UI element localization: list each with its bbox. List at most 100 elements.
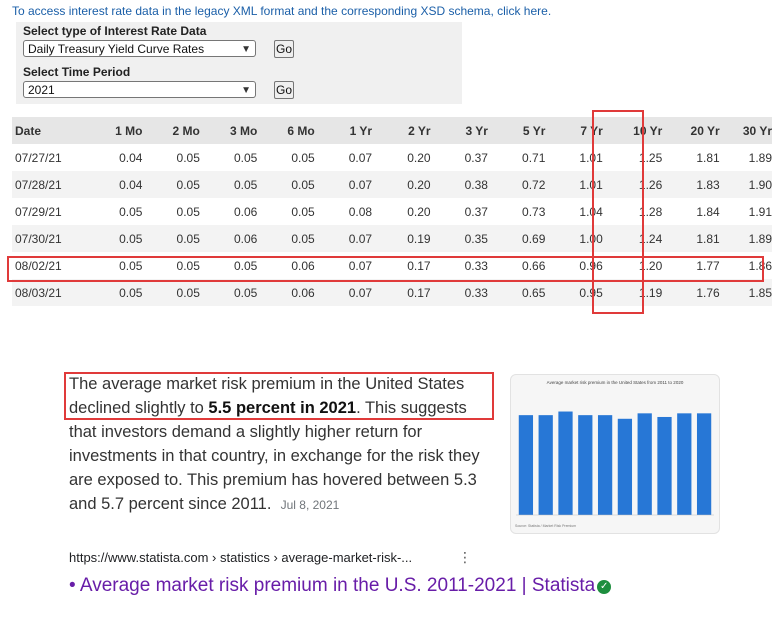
rate-cell: 0.05 [291, 204, 315, 219]
snippet-text-lead: The average market risk premium in the U… [69, 375, 465, 417]
rate-cell: 0.04 [81, 171, 143, 198]
xml-data-link[interactable]: To access interest rate data in the lega… [12, 4, 552, 18]
rate-cell: 0.35 [430, 225, 488, 252]
result-title-link[interactable]: • Average market risk premium in the U.S… [69, 575, 612, 597]
date-cell: 07/29/21 [15, 204, 62, 219]
rate-cell: 0.07 [348, 258, 373, 273]
rate-cell: 0.05 [199, 279, 258, 306]
rate-cell: 1.01 [579, 150, 603, 165]
rate-cell: 0.05 [81, 225, 143, 252]
result-title-text: • Average market risk premium in the U.S… [69, 575, 596, 596]
column-header: Date [12, 117, 82, 144]
rate-cell: 1.85 [719, 279, 772, 306]
column-header: 20 Yr [662, 117, 720, 144]
rate-cell: 0.72 [487, 171, 546, 198]
rate-cell: 0.20 [372, 171, 431, 198]
rate-cell: 1.81 [696, 150, 720, 165]
rate-cell: 1.90 [719, 171, 772, 198]
rate-cell: 0.33 [464, 258, 488, 273]
chevron-down-icon: ▼ [241, 44, 251, 55]
time-period-label: Select Time Period [23, 65, 131, 79]
column-header: 2 Mo [142, 117, 200, 144]
rate-cell: 0.38 [430, 171, 488, 198]
column-header: 2 Yr [372, 117, 431, 144]
chart-bar [558, 411, 573, 515]
chart-bar [518, 415, 534, 515]
rate-cell: 1.19 [602, 279, 663, 306]
rate-cell: 0.05 [142, 279, 200, 306]
rate-cell: 0.69 [487, 225, 546, 252]
rate-cell: 1.20 [638, 258, 663, 273]
rate-cell: 1.81 [662, 225, 720, 252]
column-header: 1 Mo [81, 117, 143, 144]
rate-cell: 0.19 [372, 225, 431, 252]
result-url[interactable]: https://www.statista.com › statistics › … [69, 550, 413, 565]
rate-cell: 0.07 [314, 225, 373, 252]
more-options-icon[interactable]: ⋮ [458, 549, 472, 565]
rate-cell: 1.91 [748, 204, 772, 219]
chevron-down-icon: ▼ [241, 85, 251, 96]
rate-type-value: Daily Treasury Yield Curve Rates [28, 42, 205, 56]
column-header: 7 Yr [545, 117, 603, 144]
statista-thumbnail[interactable]: Average market risk premium in the Unite… [510, 374, 720, 534]
date-cell: 08/03/21 [12, 279, 82, 306]
thumbnail-chart-title: Average market risk premium in the Unite… [546, 380, 684, 385]
table-body: 07/27/21 0.04 0.05 0.05 0.05 0.07 0.20 0.37 0.71… [12, 144, 772, 306]
rate-cell: 0.06 [257, 279, 315, 306]
chart-bar [657, 416, 672, 515]
rate-cell: 0.71 [522, 150, 546, 165]
rate-cell: 0.05 [142, 225, 200, 252]
rate-cell: 0.07 [314, 279, 373, 306]
chart-bar [637, 413, 652, 515]
rate-cell: 0.20 [407, 204, 431, 219]
rate-type-go-button[interactable]: Go [274, 40, 294, 58]
column-header: 1 Yr [314, 117, 373, 144]
rate-cell: 1.89 [719, 225, 772, 252]
rate-cell: 0.37 [464, 150, 488, 165]
search-snippet: The average market risk premium in the U… [69, 372, 495, 517]
table-row: 08/02/21 0.05 0.05 0.05 0.06 0.07 0.17 0.33 0.66… [12, 252, 772, 279]
rate-cell: 0.17 [372, 279, 431, 306]
table-row: 08/03/21 0.05 0.05 0.05 0.06 0.07 0.17 0.33 0.65… [12, 279, 772, 306]
table-row: 07/28/21 0.04 0.05 0.05 0.05 0.07 0.20 0.38 0.72… [12, 171, 772, 198]
rate-cell: 1.86 [748, 258, 772, 273]
rate-cell: 1.77 [696, 258, 720, 273]
thumbnail-source-note: Source: Statista / Market Risk Premium [515, 524, 577, 528]
chart-bar [677, 413, 692, 515]
table-header-row: Date 1 Mo 2 Mo 3 Mo 6 Mo 1 Yr 2 Yr 3 Yr … [12, 117, 772, 144]
rate-cell: 1.28 [638, 204, 663, 219]
rate-cell: 0.05 [142, 171, 200, 198]
rate-cell: 0.17 [407, 258, 431, 273]
rate-cell: 0.05 [199, 171, 258, 198]
rate-cell: 0.66 [522, 258, 546, 273]
rate-cell: 1.83 [662, 171, 720, 198]
rate-cell: 0.05 [119, 258, 143, 273]
rate-cell: 0.05 [176, 258, 200, 273]
table-row: 07/30/21 0.05 0.05 0.06 0.05 0.07 0.19 0.35 0.69… [12, 225, 772, 252]
rate-cell: 0.05 [257, 171, 315, 198]
rate-cell: 0.05 [291, 150, 315, 165]
rate-cell: 0.05 [233, 258, 258, 273]
column-header: 3 Yr [430, 117, 488, 144]
rate-cell: 1.84 [696, 204, 720, 219]
yield-curve-table: Date 1 Mo 2 Mo 3 Mo 6 Mo 1 Yr 2 Yr 3 Yr … [12, 117, 772, 306]
rate-cell: 0.73 [522, 204, 546, 219]
column-header: 3 Mo [199, 117, 258, 144]
rate-type-label: Select type of Interest Rate Data [23, 24, 207, 38]
date-cell: 07/27/21 [15, 150, 62, 165]
rate-cell: 0.06 [233, 204, 258, 219]
column-header: 30 Yr [719, 117, 772, 144]
rate-cell: 1.24 [602, 225, 663, 252]
thumbnail-bar-chart [516, 411, 714, 516]
filter-panel: Select type of Interest Rate Data Daily … [16, 22, 462, 104]
rate-cell: 1.01 [545, 171, 603, 198]
rate-cell: 0.05 [81, 279, 143, 306]
rate-cell: 0.04 [119, 150, 143, 165]
rate-cell: 0.37 [464, 204, 488, 219]
table-row: 07/29/21 0.05 0.05 0.06 0.05 0.08 0.20 0.37 0.73… [12, 198, 772, 225]
time-period-go-button[interactable]: Go [274, 81, 294, 99]
time-period-select[interactable]: 2021 ▼ [23, 81, 256, 98]
rate-type-select[interactable]: Daily Treasury Yield Curve Rates ▼ [23, 40, 256, 57]
rate-cell: 1.25 [638, 150, 663, 165]
rate-cell: 0.08 [348, 204, 373, 219]
